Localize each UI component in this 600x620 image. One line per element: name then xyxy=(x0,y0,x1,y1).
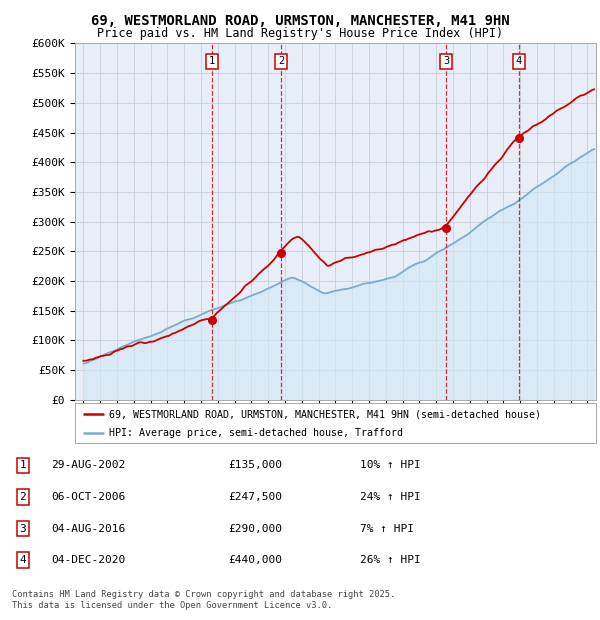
Text: 2: 2 xyxy=(19,492,26,502)
Text: 29-AUG-2002: 29-AUG-2002 xyxy=(51,460,125,471)
Text: 04-DEC-2020: 04-DEC-2020 xyxy=(51,555,125,565)
Text: HPI: Average price, semi-detached house, Trafford: HPI: Average price, semi-detached house,… xyxy=(109,428,403,438)
Text: 1: 1 xyxy=(209,56,215,66)
Text: 26% ↑ HPI: 26% ↑ HPI xyxy=(360,555,421,565)
Text: £440,000: £440,000 xyxy=(228,555,282,565)
Text: Price paid vs. HM Land Registry's House Price Index (HPI): Price paid vs. HM Land Registry's House … xyxy=(97,27,503,40)
Text: 10% ↑ HPI: 10% ↑ HPI xyxy=(360,460,421,471)
Text: 69, WESTMORLAND ROAD, URMSTON, MANCHESTER, M41 9HN: 69, WESTMORLAND ROAD, URMSTON, MANCHESTE… xyxy=(91,14,509,28)
Text: 1: 1 xyxy=(19,460,26,471)
Text: 24% ↑ HPI: 24% ↑ HPI xyxy=(360,492,421,502)
Text: 3: 3 xyxy=(19,523,26,534)
Text: 06-OCT-2006: 06-OCT-2006 xyxy=(51,492,125,502)
Text: £290,000: £290,000 xyxy=(228,523,282,534)
Text: 3: 3 xyxy=(443,56,449,66)
Text: 7% ↑ HPI: 7% ↑ HPI xyxy=(360,523,414,534)
Text: 4: 4 xyxy=(516,56,522,66)
Text: £135,000: £135,000 xyxy=(228,460,282,471)
Text: 4: 4 xyxy=(19,555,26,565)
Text: 69, WESTMORLAND ROAD, URMSTON, MANCHESTER, M41 9HN (semi-detached house): 69, WESTMORLAND ROAD, URMSTON, MANCHESTE… xyxy=(109,409,541,419)
Text: Contains HM Land Registry data © Crown copyright and database right 2025.
This d: Contains HM Land Registry data © Crown c… xyxy=(12,590,395,609)
Text: £247,500: £247,500 xyxy=(228,492,282,502)
Text: 04-AUG-2016: 04-AUG-2016 xyxy=(51,523,125,534)
Text: 2: 2 xyxy=(278,56,284,66)
